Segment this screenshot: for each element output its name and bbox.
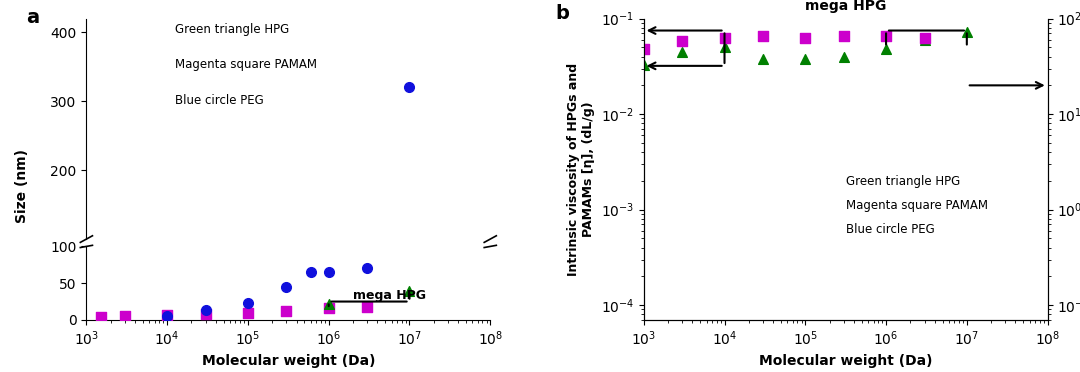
Point bbox=[359, 257, 376, 263]
Point bbox=[159, 312, 176, 318]
Text: Blue circle PEG: Blue circle PEG bbox=[846, 224, 934, 237]
Point bbox=[755, 33, 772, 39]
Point bbox=[240, 300, 257, 306]
Point bbox=[159, 300, 176, 306]
Text: Magenta square PAMAM: Magenta square PAMAM bbox=[846, 199, 988, 212]
Text: Blue circle PEG: Blue circle PEG bbox=[175, 94, 264, 106]
Point bbox=[401, 278, 418, 283]
Point bbox=[302, 269, 320, 275]
Point bbox=[635, 62, 652, 68]
Point bbox=[278, 274, 295, 280]
Text: Size (nm): Size (nm) bbox=[15, 149, 28, 223]
Point bbox=[797, 35, 814, 41]
Point bbox=[674, 49, 691, 55]
Point bbox=[401, 84, 418, 90]
Point bbox=[197, 295, 214, 301]
Point bbox=[159, 312, 176, 318]
Point bbox=[320, 260, 337, 266]
Point bbox=[117, 313, 134, 319]
Point bbox=[320, 294, 337, 300]
Point bbox=[240, 289, 257, 295]
Point bbox=[320, 269, 337, 275]
Point bbox=[797, 56, 814, 62]
Point bbox=[958, 369, 975, 372]
Point bbox=[117, 302, 134, 308]
Point bbox=[240, 299, 257, 305]
Point bbox=[240, 310, 257, 316]
Point bbox=[359, 304, 376, 310]
Point bbox=[635, 46, 652, 52]
Point bbox=[401, 288, 418, 294]
Point bbox=[197, 299, 214, 305]
Point bbox=[320, 302, 337, 308]
Point bbox=[755, 56, 772, 62]
Point bbox=[302, 260, 320, 266]
Point bbox=[159, 301, 176, 307]
Point bbox=[401, 82, 418, 88]
Point bbox=[916, 35, 933, 41]
Point bbox=[92, 314, 109, 320]
Point bbox=[877, 33, 894, 39]
Point bbox=[278, 284, 295, 290]
Y-axis label: Intrinsic viscosity of HPGs and
PAMAMs [η], (dL/g): Intrinsic viscosity of HPGs and PAMAMs [… bbox=[567, 63, 595, 276]
Point bbox=[359, 266, 376, 272]
Text: Magenta square PAMAM: Magenta square PAMAM bbox=[175, 58, 318, 71]
Point bbox=[197, 311, 214, 317]
Point bbox=[958, 29, 975, 35]
Point bbox=[916, 37, 933, 43]
Point bbox=[92, 302, 109, 308]
Point bbox=[278, 308, 295, 314]
Point bbox=[320, 305, 337, 311]
X-axis label: Molecular weight (Da): Molecular weight (Da) bbox=[202, 354, 375, 368]
Point bbox=[716, 44, 733, 50]
Text: Green triangle HPG: Green triangle HPG bbox=[846, 175, 960, 188]
Point bbox=[835, 54, 852, 60]
Point bbox=[359, 293, 376, 299]
Text: mega HPG: mega HPG bbox=[353, 289, 426, 302]
Text: b: b bbox=[555, 3, 569, 23]
Point bbox=[716, 35, 733, 41]
Text: a: a bbox=[26, 7, 39, 26]
Point bbox=[674, 38, 691, 44]
Point bbox=[320, 291, 337, 296]
Text: mega HPG: mega HPG bbox=[805, 0, 887, 13]
Point bbox=[197, 307, 214, 312]
Point bbox=[278, 297, 295, 303]
Point bbox=[835, 33, 852, 39]
Text: Green triangle HPG: Green triangle HPG bbox=[175, 23, 289, 36]
X-axis label: Molecular weight (Da): Molecular weight (Da) bbox=[759, 354, 932, 368]
Point bbox=[877, 46, 894, 52]
